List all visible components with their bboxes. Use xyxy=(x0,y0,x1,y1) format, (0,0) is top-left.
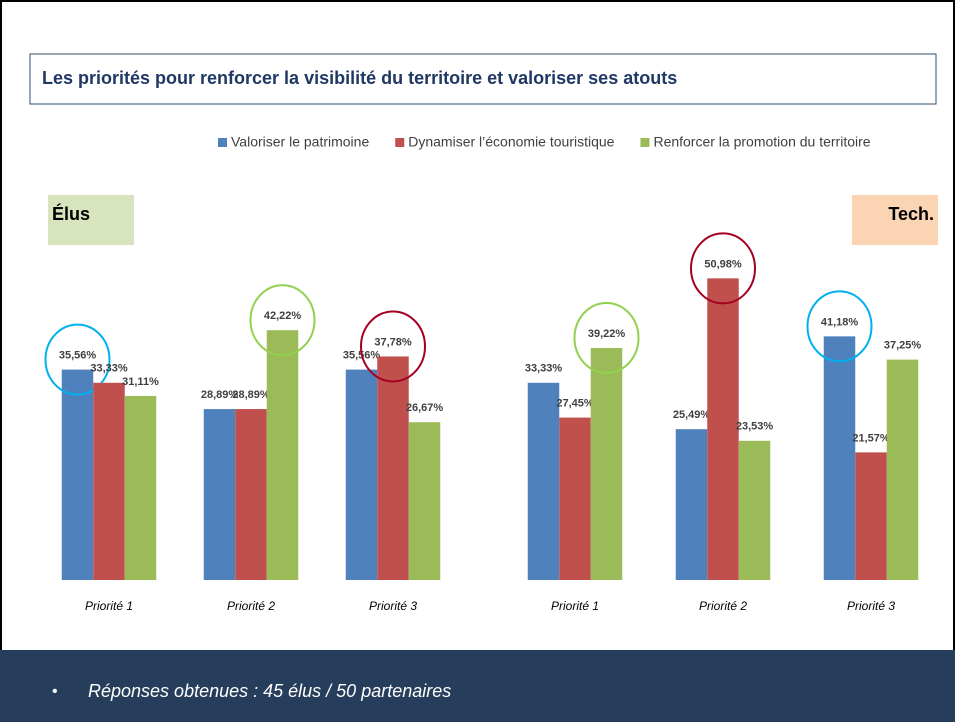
chart-title: Les priorités pour renforcer la visibili… xyxy=(42,68,677,88)
bar xyxy=(527,382,560,580)
x-tick-label: Priorité 1 xyxy=(551,599,599,613)
panel-box xyxy=(48,195,134,245)
bar xyxy=(855,452,887,580)
data-label: 28,89% xyxy=(232,389,270,401)
data-label: 35,56% xyxy=(59,350,97,362)
bar xyxy=(738,440,771,580)
data-label: 37,78% xyxy=(374,336,412,348)
data-label: 41,18% xyxy=(821,316,859,328)
x-tick-label: Priorité 2 xyxy=(227,599,275,613)
data-label: 33,33% xyxy=(525,363,563,375)
bar xyxy=(675,429,708,580)
data-label: 31,11% xyxy=(122,376,159,388)
x-tick-label: Priorité 1 xyxy=(85,599,133,613)
data-label: 25,49% xyxy=(673,409,711,421)
data-label: 26,67% xyxy=(406,402,444,414)
data-label: 50,98% xyxy=(704,258,742,270)
legend-swatch xyxy=(395,138,405,147)
data-label: 23,53% xyxy=(736,421,774,433)
bar xyxy=(93,382,125,580)
legend-swatch xyxy=(640,138,650,147)
data-label: 42,22% xyxy=(264,310,302,322)
highlight-circle xyxy=(249,284,316,357)
bar xyxy=(203,409,236,580)
bar xyxy=(61,369,94,580)
panel-label: Tech. xyxy=(888,204,934,224)
legend-label: Dynamiser l’économie touristique xyxy=(408,134,614,150)
bar xyxy=(408,422,441,580)
bar xyxy=(823,336,856,580)
data-label: 33,33% xyxy=(90,363,128,375)
bar xyxy=(345,369,378,580)
bar xyxy=(886,359,919,580)
bar xyxy=(559,417,591,580)
bar xyxy=(235,409,267,580)
data-label: 21,57% xyxy=(852,432,890,444)
title-box xyxy=(29,53,937,105)
data-label: 37,25% xyxy=(884,340,922,352)
footer-band xyxy=(0,650,955,722)
highlight-circle xyxy=(806,290,873,363)
footer-bullet: • xyxy=(52,683,58,700)
data-label: 27,45% xyxy=(556,397,594,409)
highlight-circle xyxy=(360,310,426,383)
x-tick-label: Priorité 2 xyxy=(699,599,747,613)
bar xyxy=(266,330,299,580)
legend-swatch xyxy=(218,138,227,147)
legend-label: Renforcer la promotion du territoire xyxy=(653,134,870,150)
data-label: 39,22% xyxy=(588,328,626,340)
highlight-circle xyxy=(573,301,640,374)
panel-label: Élus xyxy=(52,203,90,224)
data-label: 28,89% xyxy=(201,389,239,401)
footer-text: Réponses obtenues : 45 élus / 50 partena… xyxy=(88,681,451,701)
panel-box xyxy=(852,195,938,245)
x-tick-label: Priorité 3 xyxy=(369,599,417,613)
bar xyxy=(707,278,739,580)
bar xyxy=(124,395,157,580)
highlight-circle xyxy=(44,323,111,396)
bar xyxy=(377,356,409,580)
legend-label: Valoriser le patrimoine xyxy=(231,134,369,150)
bar xyxy=(590,347,623,580)
highlight-circle xyxy=(690,232,756,305)
x-tick-label: Priorité 3 xyxy=(847,599,895,613)
